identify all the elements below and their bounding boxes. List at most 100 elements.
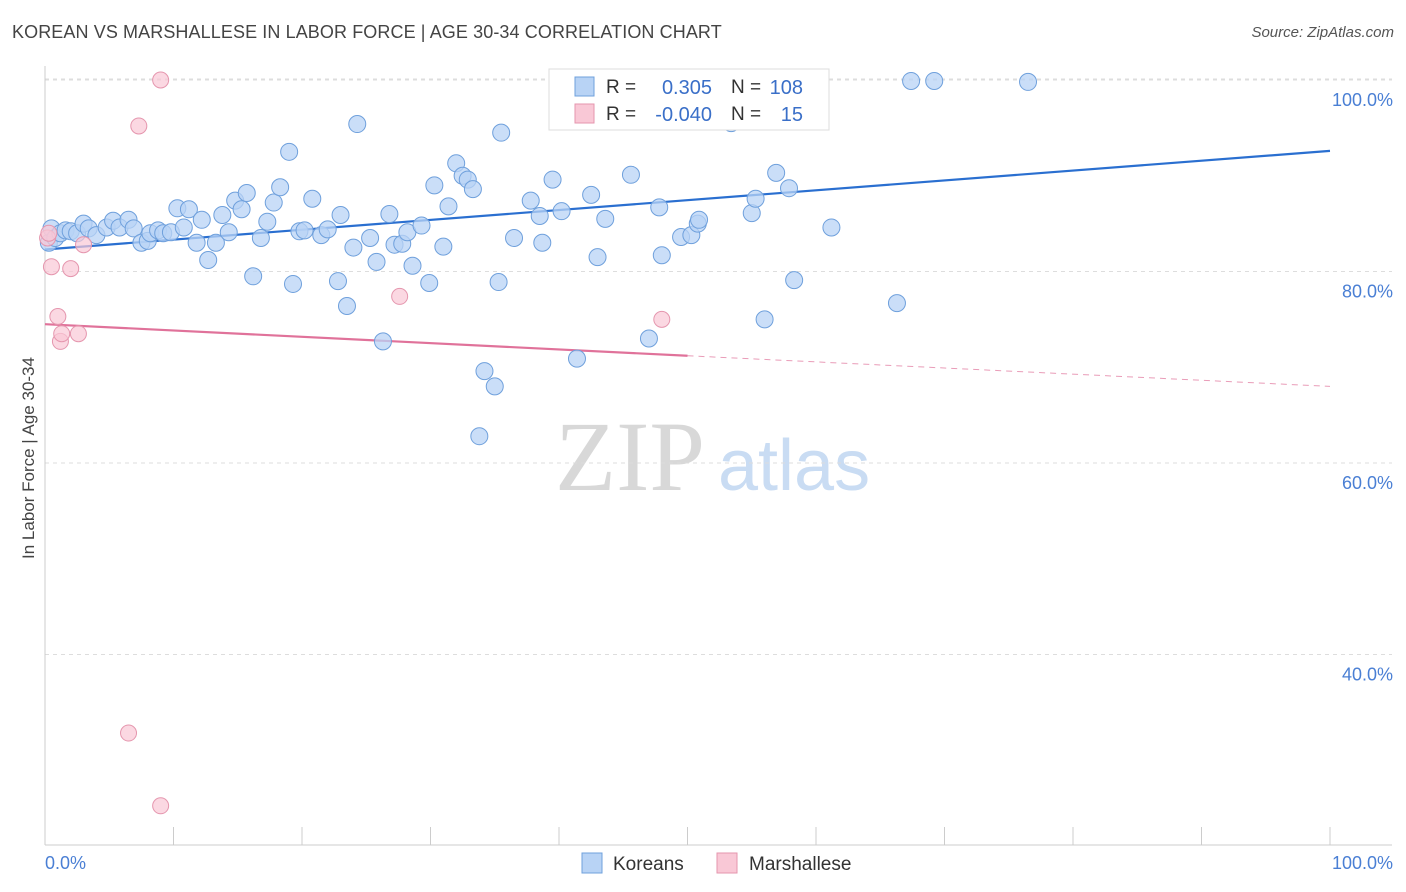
korean-point: [367, 252, 386, 271]
watermark-zip: ZIP: [555, 401, 705, 512]
marshallese-point: [120, 724, 138, 742]
korean-point: [621, 165, 640, 184]
marshallese-point: [49, 308, 67, 326]
korean-point: [746, 189, 765, 208]
korean-point: [219, 223, 238, 242]
korean-point: [344, 238, 363, 257]
y-tick-label: 100.0%: [1332, 90, 1393, 110]
korean-point: [280, 142, 299, 161]
korean-point: [639, 329, 658, 348]
korean-point: [337, 296, 356, 315]
korean-point: [284, 274, 303, 293]
korean-point: [767, 163, 786, 182]
marshallese-point: [62, 260, 80, 278]
x-tick-label: 100.0%: [1332, 853, 1393, 873]
marshallese-point: [69, 325, 87, 343]
korean-point: [485, 377, 504, 396]
korean-point: [690, 210, 709, 229]
marshallese-point: [75, 236, 93, 254]
legend-n-value-koreans: 108: [770, 77, 803, 99]
legend-n-label-marshallese: N =: [731, 104, 761, 125]
legend-swatch-koreans: [574, 76, 595, 97]
watermark-atlas: atlas: [718, 426, 870, 506]
korean-point: [380, 205, 399, 224]
axes: [44, 66, 1392, 846]
korean-point: [596, 209, 615, 228]
korean-point: [331, 206, 350, 225]
korean-point: [543, 170, 562, 189]
korean-point: [244, 267, 263, 286]
korean-point: [489, 273, 508, 292]
korean-point: [179, 200, 198, 219]
korean-point: [530, 206, 549, 225]
marshallese-point: [42, 258, 60, 276]
marshallese-point: [152, 797, 170, 815]
legend-r-value-koreans: 0.305: [662, 77, 712, 99]
korean-point: [582, 185, 601, 204]
legend-n-label-koreans: N =: [731, 77, 761, 98]
legend-r-label-marshallese: R =: [606, 104, 636, 125]
stats-legend: R = 0.305 N = 108 R = -0.040 N = 15: [548, 68, 830, 131]
bottom-legend-swatch-koreans: [581, 852, 603, 874]
marshallese-point: [152, 71, 170, 89]
korean-point: [251, 228, 270, 247]
series-legend: Koreans Marshallese: [581, 852, 851, 875]
korean-point: [373, 332, 392, 351]
korean-point: [505, 228, 524, 247]
marshallese-trend-extension: [687, 355, 1331, 387]
source-credit: Source: ZipAtlas.com: [1251, 24, 1394, 41]
korean-point: [192, 210, 211, 229]
trend-lines: [44, 149, 1331, 387]
korean-point: [439, 197, 458, 216]
korean-point: [463, 180, 482, 199]
legend-r-value-marshallese: -0.040: [655, 104, 712, 126]
korean-point: [124, 219, 143, 238]
korean-point: [361, 228, 380, 247]
korean-point: [187, 233, 206, 252]
marshallese-point: [130, 117, 148, 135]
x-tick-label: 0.0%: [45, 853, 86, 873]
korean-point: [567, 349, 586, 368]
korean-point: [492, 123, 511, 142]
korean-point: [412, 216, 431, 235]
korean-point: [237, 183, 256, 202]
korean-point: [434, 237, 453, 256]
legend-swatch-marshallese: [574, 103, 595, 124]
bottom-legend-swatch-marshallese: [716, 852, 738, 874]
y-axis-label: In Labor Force | Age 30-34: [19, 357, 38, 559]
korean-point: [303, 189, 322, 208]
korean-point: [232, 200, 251, 219]
chart-title: KOREAN VS MARSHALLESE IN LABOR FORCE | A…: [12, 22, 722, 42]
bottom-legend-label-marshallese: Marshallese: [749, 854, 851, 875]
korean-point: [213, 206, 232, 225]
korean-point: [780, 179, 799, 198]
gridlines: [45, 78, 1392, 655]
y-tick-label: 60.0%: [1342, 473, 1393, 493]
korean-point: [755, 310, 774, 329]
korean-point: [475, 362, 494, 381]
korean-point: [470, 427, 489, 446]
korean-point: [199, 251, 218, 270]
korean-point: [902, 71, 921, 90]
korean-point: [174, 218, 193, 237]
korean-point: [521, 191, 540, 210]
korean-point: [403, 256, 422, 275]
data-points: [39, 71, 1038, 815]
legend-n-value-marshallese: 15: [781, 104, 803, 126]
korean-point: [822, 218, 841, 237]
korean-point: [264, 193, 283, 212]
marshallese-point: [53, 325, 71, 343]
korean-point: [785, 271, 804, 290]
y-tick-label: 40.0%: [1342, 665, 1393, 685]
korean-point: [425, 176, 444, 195]
korean-point: [887, 294, 906, 313]
korean-point: [318, 220, 337, 239]
korean-point: [328, 272, 347, 291]
korean-point: [206, 233, 225, 252]
korean-point: [552, 202, 571, 221]
korean-point: [348, 115, 367, 134]
korean-point: [295, 221, 314, 240]
korean-point: [588, 248, 607, 267]
tick-labels: 40.0% 60.0% 80.0% 100.0% 0.0% 100.0%: [45, 90, 1393, 873]
